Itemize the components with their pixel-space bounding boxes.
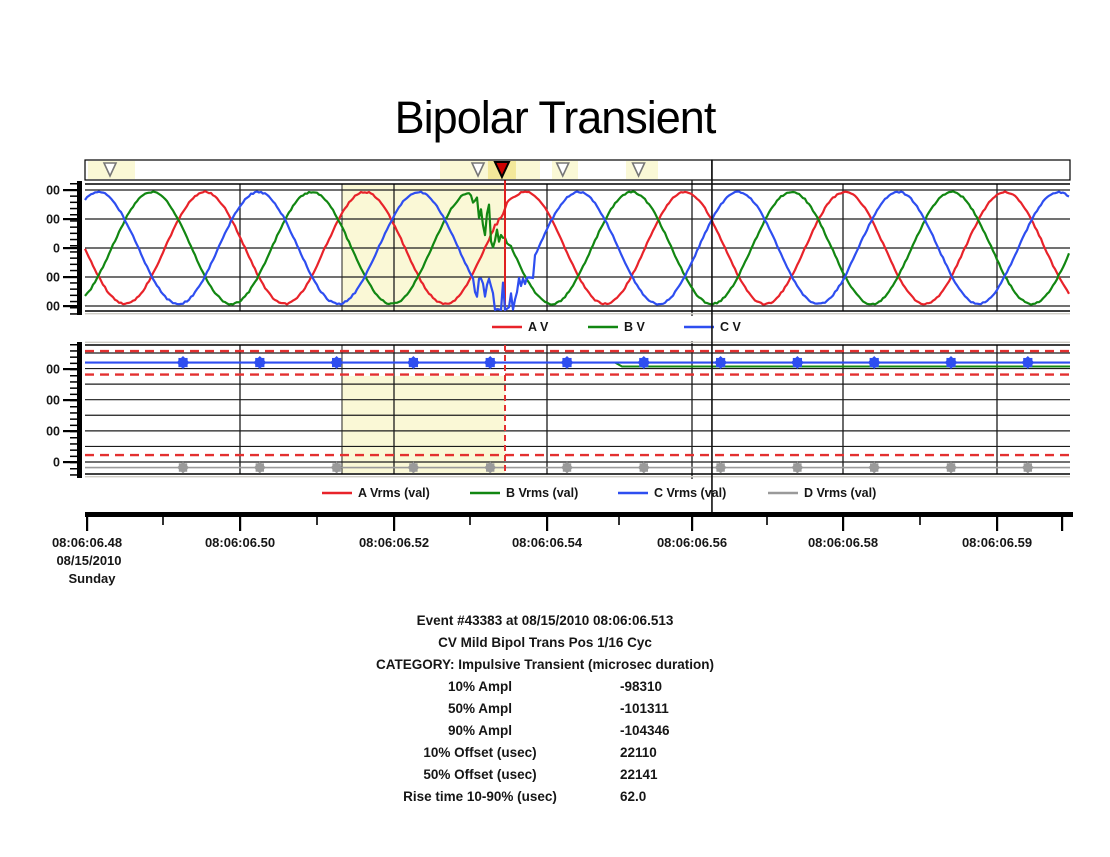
date-label: 08/15/2010 — [56, 553, 121, 568]
rms-highlight-band — [341, 375, 506, 473]
rms-marker-d — [868, 461, 881, 474]
measurement-value: 22110 — [620, 745, 657, 760]
measurement-label: Rise time 10-90% (usec) — [403, 789, 557, 804]
selected-event-marker-triangle[interactable] — [493, 161, 511, 180]
measurement-value: -104346 — [620, 723, 670, 738]
y-tick-label: 00 — [46, 394, 60, 408]
day-label: Sunday — [69, 571, 117, 586]
time-axis-bar — [85, 512, 1073, 517]
measurement-value: 22141 — [620, 767, 658, 782]
measurement-label: 50% Ampl — [447, 701, 513, 716]
legend-label: C Vrms (val) — [654, 486, 726, 500]
rms-marker-d — [945, 461, 957, 474]
y-axis-ruler — [77, 181, 82, 315]
y-tick-label: 00 — [46, 184, 60, 198]
legend-label: D Vrms (val) — [804, 486, 876, 500]
measurement-row: 50% Ampl -101311 — [285, 698, 805, 720]
y-tick-label: 00 — [46, 363, 60, 377]
measurement-label: 10% Ampl — [447, 679, 513, 694]
rms-marker-d — [253, 461, 266, 474]
measurement-row: 90% Ampl -104346 — [285, 720, 805, 742]
time-axis-label: 08:06:06.52 — [359, 535, 429, 550]
time-axis-label: 08:06:06.50 — [205, 535, 275, 550]
measurement-label: 50% Offset (usec) — [423, 767, 537, 782]
measurement-label: 10% Offset (usec) — [423, 745, 537, 760]
rms-marker-d — [177, 461, 189, 474]
time-axis-label: 08:06:06.54 — [512, 535, 583, 550]
event-marker-triangle[interactable] — [470, 162, 486, 178]
rms-marker-c — [790, 356, 804, 370]
rms-marker-c — [176, 356, 190, 370]
rms-marker-c — [483, 356, 497, 370]
waveform-and-rms-charts: A V B V C V A Vrms (val) B Vrms (val) C Vrms … — [46, 159, 1073, 586]
y-axis-ruler — [77, 342, 82, 478]
measurement-value: 62.0 — [620, 789, 647, 804]
legend-label: A Vrms (val) — [358, 486, 430, 500]
rms-marker-c — [406, 356, 420, 370]
rms-plot-area[interactable] — [85, 345, 1070, 474]
rms-marker-d — [791, 461, 804, 474]
rms-marker-c — [867, 356, 881, 370]
rms-marker-d — [484, 461, 497, 474]
rms-marker-c — [637, 356, 651, 370]
page-title: Bipolar Transient — [394, 92, 717, 143]
measurement-value: -101311 — [620, 701, 669, 716]
measurement-row: 10% Ampl -98310 — [285, 676, 805, 698]
event-category-line: CATEGORY: Impulsive Transient (microsec … — [375, 657, 715, 672]
y-tick-label: 00 — [46, 425, 60, 439]
event-id-line: Event #43383 at 08/15/2010 08:06:06.513 — [416, 613, 674, 628]
y-tick-label: 00 — [46, 213, 60, 227]
waveform-series-a — [83, 190, 1070, 306]
measurement-value: -98310 — [620, 679, 663, 694]
y-tick-label: 00 — [46, 300, 60, 314]
time-axis-label: 08:06:06.56 — [657, 535, 727, 550]
rms-marker-c — [944, 356, 958, 370]
y-tick-label: 0 — [53, 242, 60, 256]
rms-marker-d — [714, 461, 727, 474]
rms-marker-d — [330, 461, 343, 474]
rms-marker-d — [1021, 461, 1034, 474]
event-marker-triangle[interactable] — [555, 162, 570, 178]
time-axis-label: 08:06:06.58 — [808, 535, 878, 550]
marker-strip[interactable] — [84, 159, 713, 181]
waveform-series-b — [84, 190, 1071, 306]
legend-label: B Vrms (val) — [506, 486, 578, 500]
time-axis-label: 08:06:06.59 — [962, 535, 1032, 550]
rms-marker-c — [1021, 356, 1035, 370]
time-axis-label: 08:06:06.48 — [52, 535, 122, 550]
rms-marker-d — [561, 461, 573, 474]
waveform-series-c — [84, 190, 1070, 312]
rms-marker-c — [330, 356, 344, 370]
legend-label: A V — [528, 320, 549, 334]
event-marker-triangle[interactable] — [631, 162, 646, 178]
event-type-line: CV Mild Bipol Trans Pos 1/16 Cyc — [438, 635, 652, 650]
y-tick-label: 0 — [53, 456, 60, 470]
measurement-row: Rise time 10-90% (usec) 62.0 — [285, 786, 805, 808]
legend-label: C V — [720, 320, 742, 334]
rms-marker-d — [637, 461, 650, 474]
measurement-label: 90% Ampl — [447, 723, 513, 738]
legend-label: B V — [624, 320, 646, 334]
rms-marker-c — [714, 356, 728, 370]
measurement-row: 50% Offset (usec) 22141 — [285, 764, 805, 786]
y-tick-label: 00 — [46, 271, 60, 285]
event-summary: Event #43383 at 08/15/2010 08:06:06.513 … — [285, 610, 805, 808]
rms-marker-c — [560, 356, 574, 370]
measurement-row: 10% Offset (usec) 22110 — [285, 742, 805, 764]
event-marker-triangle[interactable] — [102, 162, 118, 178]
marker-strip[interactable] — [711, 159, 1071, 181]
rms-marker-d — [407, 461, 420, 474]
rms-marker-c — [253, 356, 267, 370]
